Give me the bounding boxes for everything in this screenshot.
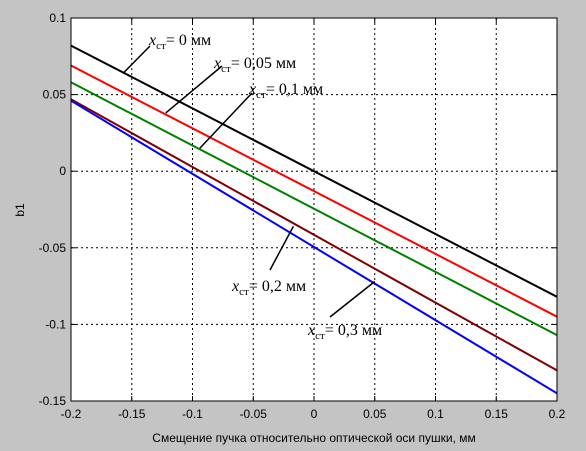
y-tick-label: 0.1	[49, 11, 66, 25]
annotation-label: xст= 0,3 мм	[307, 322, 382, 342]
y-axis-title: b1	[13, 203, 27, 217]
x-tick-label: 0	[311, 407, 318, 421]
x-tick-label: -0.1	[182, 407, 203, 421]
x-tick-label: 0.05	[363, 407, 387, 421]
series-line	[70, 98, 558, 372]
y-tick-label: 0.05	[43, 88, 67, 102]
annotation-label: xст= 0 мм	[148, 32, 211, 52]
axis-ticks: -0.2 -0.15 -0.1 -0.05 0 0.05 0.1 0.15 0.2-0.15-0…	[39, 11, 566, 421]
x-tick-label: 0.15	[485, 407, 509, 421]
x-tick-label: -0.15	[118, 407, 146, 421]
x-tick-label: 0.1	[427, 407, 444, 421]
annotation-leader	[269, 225, 295, 271]
annotation-label: xст= 0,05 мм	[213, 55, 296, 75]
y-tick-label: -0.15	[39, 394, 67, 408]
annotation-leader	[199, 92, 253, 149]
annotation-label: xст= 0,1 мм	[248, 81, 323, 101]
series-line	[70, 81, 558, 336]
x-tick-label: 0.2	[549, 407, 566, 421]
y-tick-label: -0.05	[39, 241, 67, 255]
annotation-leader	[122, 45, 151, 74]
annotation-leader	[165, 65, 223, 114]
x-axis-title: Смещение пучка относительно оптической о…	[152, 431, 475, 445]
x-tick-label: -0.05	[240, 407, 268, 421]
annotation-leader	[329, 280, 376, 318]
series-line	[70, 64, 558, 318]
y-tick-label: 0	[59, 164, 66, 178]
annotation-label: xст= 0,2 мм	[231, 278, 306, 298]
series-lines	[70, 44, 558, 395]
series-line	[70, 99, 558, 395]
series-line	[70, 44, 558, 298]
x-tick-label: -0.2	[61, 407, 82, 421]
y-tick-label: -0.1	[45, 317, 66, 331]
